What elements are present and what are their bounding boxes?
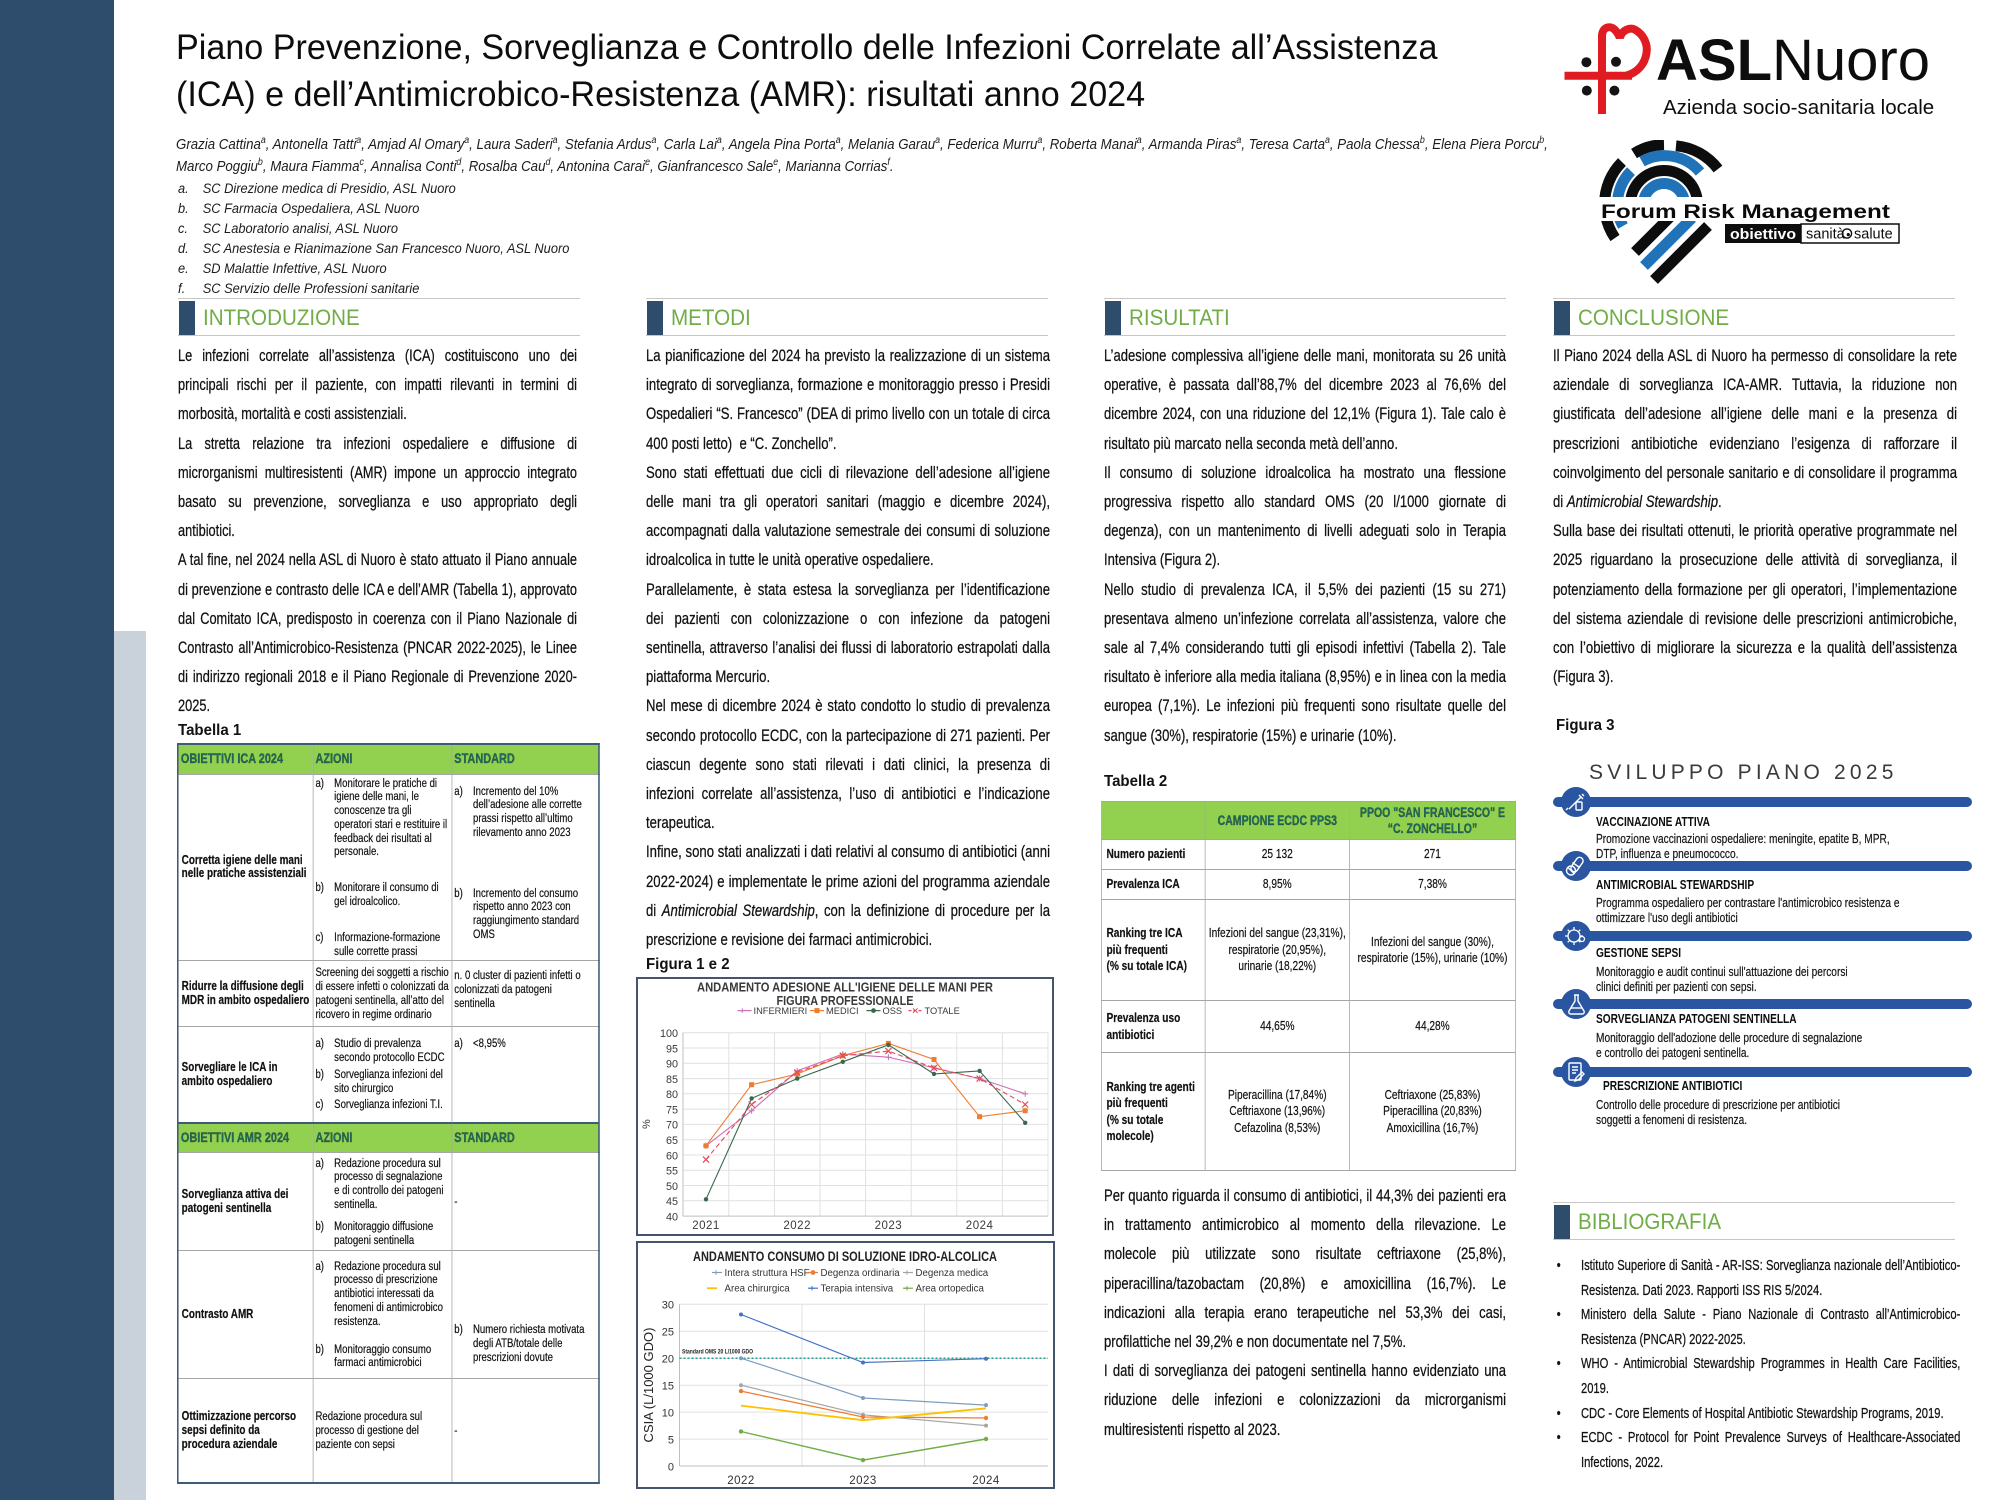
- svg-text:TOTALE: TOTALE: [925, 1006, 960, 1016]
- svg-text:Azienda socio-sanitaria locale: Azienda socio-sanitaria locale: [1663, 96, 1934, 119]
- svg-text:salute: salute: [1854, 227, 1893, 243]
- svg-text:95: 95: [666, 1043, 678, 1055]
- svg-text:45: 45: [666, 1196, 678, 1208]
- svg-text:30: 30: [662, 1300, 674, 1312]
- svg-text:OSS: OSS: [883, 1006, 903, 1016]
- svg-text:Forum Risk Management: Forum Risk Management: [1601, 201, 1891, 223]
- svg-text:2024: 2024: [966, 1220, 994, 1232]
- svg-text:Degenza ordinaria: Degenza ordinaria: [821, 1268, 901, 1279]
- svg-text:60: 60: [666, 1150, 678, 1162]
- svg-text:CSIA (L/1000 GDO): CSIA (L/1000 GDO): [641, 1328, 656, 1443]
- svg-text:%: %: [641, 1119, 653, 1129]
- svg-text:sanità: sanità: [1806, 227, 1846, 243]
- svg-text:Area chirurgica: Area chirurgica: [725, 1284, 791, 1295]
- svg-text:40: 40: [666, 1211, 678, 1223]
- svg-text:50: 50: [666, 1181, 678, 1193]
- svg-text:Area ortopedica: Area ortopedica: [916, 1284, 985, 1295]
- svg-text:2023: 2023: [849, 1475, 877, 1487]
- svg-text:Terapia intensiva: Terapia intensiva: [821, 1284, 894, 1295]
- svg-text:25: 25: [662, 1327, 674, 1339]
- svg-text:65: 65: [666, 1135, 678, 1147]
- svg-text:100: 100: [660, 1028, 678, 1040]
- svg-text:80: 80: [666, 1089, 678, 1101]
- svg-text:Degenza medica: Degenza medica: [916, 1268, 989, 1279]
- svg-text:2021: 2021: [692, 1220, 720, 1232]
- svg-text:0: 0: [668, 1461, 674, 1473]
- svg-text:2022: 2022: [783, 1220, 811, 1232]
- svg-text:15: 15: [662, 1380, 674, 1392]
- svg-text:Intera struttura HSF: Intera struttura HSF: [725, 1268, 810, 1279]
- svg-text:70: 70: [666, 1120, 678, 1132]
- svg-text:obiettivo: obiettivo: [1730, 226, 1796, 243]
- svg-text:MEDICI: MEDICI: [826, 1006, 859, 1016]
- svg-text:55: 55: [666, 1166, 678, 1178]
- svg-text:20: 20: [662, 1354, 674, 1366]
- svg-text:10: 10: [662, 1407, 674, 1419]
- svg-text:85: 85: [666, 1074, 678, 1086]
- svg-text:INFERMIERI: INFERMIERI: [754, 1006, 808, 1016]
- svg-text:2022: 2022: [727, 1475, 755, 1487]
- svg-text:75: 75: [666, 1104, 678, 1116]
- svg-text:ANDAMENTO CONSUMO DI SOLUZIONE: ANDAMENTO CONSUMO DI SOLUZIONE IDRO-ALCO…: [693, 1249, 997, 1264]
- svg-text:FIGURA PROFESSIONALE: FIGURA PROFESSIONALE: [777, 994, 914, 1008]
- svg-text:90: 90: [666, 1059, 678, 1071]
- svg-text:ASLNuoro: ASLNuoro: [1656, 28, 1930, 93]
- svg-text:Standard OMS 20 L/1000 GDO: Standard OMS 20 L/1000 GDO: [682, 1349, 753, 1356]
- svg-text:2024: 2024: [972, 1475, 1000, 1487]
- svg-text:5: 5: [668, 1434, 674, 1446]
- svg-text:2023: 2023: [875, 1220, 903, 1232]
- svg-text:ANDAMENTO ADESIONE ALL'IGIENE: ANDAMENTO ADESIONE ALL'IGIENE DELLE MANI…: [697, 981, 993, 995]
